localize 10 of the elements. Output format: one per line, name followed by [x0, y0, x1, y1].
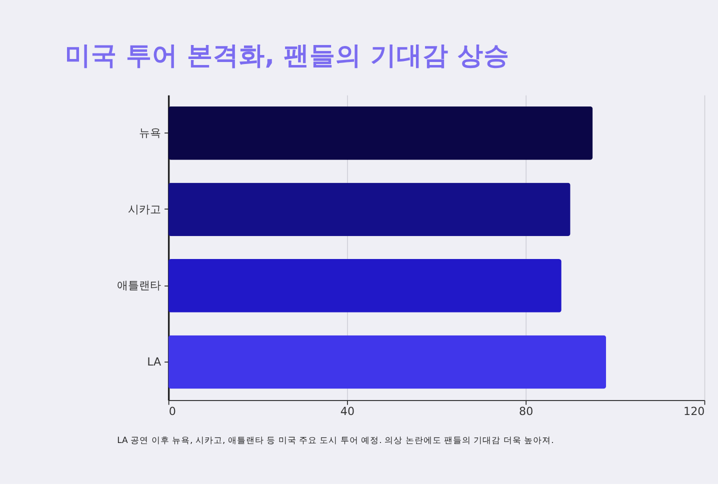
y-tick-label: 애틀랜타 [117, 279, 162, 292]
text: LA 공연 이후 뉴욕, 시카고, 애틀랜타 등 미국 주요 도시 투어 예정. 의상 논란에도 팬들의 기대감 더욱 높아져. [117, 436, 554, 446]
x-tick-label: 120 [684, 405, 705, 418]
y-tick-label: LA [147, 355, 162, 368]
x-tick-label: 40 [340, 405, 355, 418]
x-tick-label: 80 [519, 405, 534, 418]
chart-title: 미국 투어 본격화, 팬들의 기대감 상승 [64, 41, 510, 72]
y-tick-label: 시카고 [128, 202, 162, 216]
y-tick-label: 뉴욕 [139, 126, 162, 140]
x-tick-label: 0 [168, 405, 176, 418]
